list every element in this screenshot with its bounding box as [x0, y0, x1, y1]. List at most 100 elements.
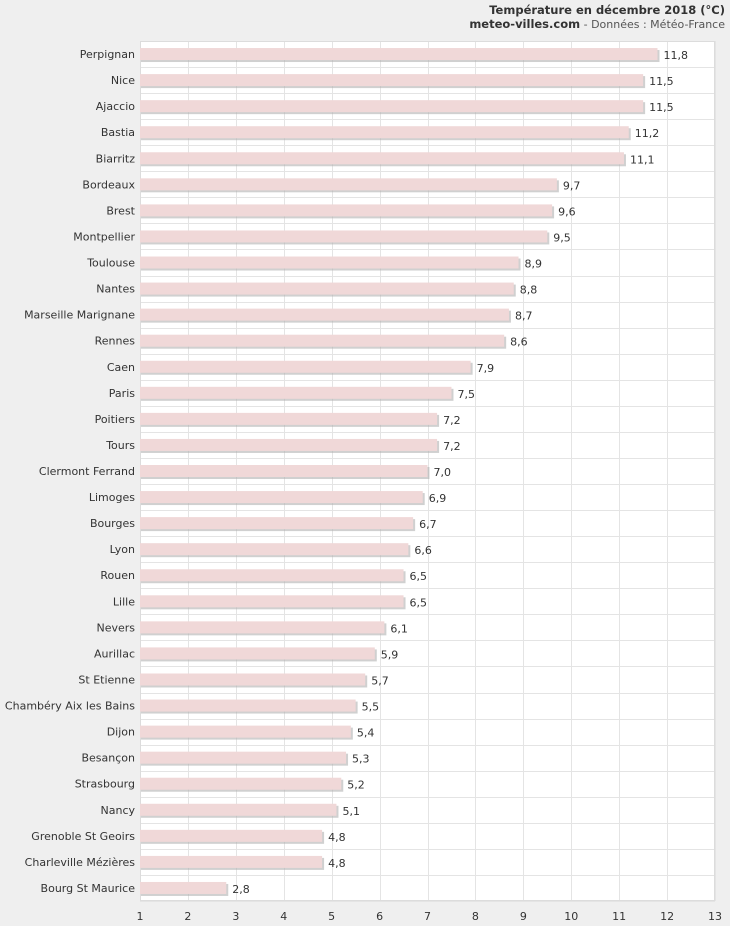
- bar: [140, 360, 471, 373]
- bar: [140, 282, 514, 295]
- x-tick-label: 10: [564, 910, 578, 923]
- value-label: 6,7: [419, 518, 437, 531]
- x-tick-label: 11: [612, 910, 626, 923]
- value-label: 11,5: [649, 101, 674, 114]
- category-label: Grenoble St Geoirs: [31, 830, 135, 843]
- data-source: - Données : Météo-France: [580, 18, 725, 31]
- x-tick-label: 6: [376, 910, 383, 923]
- category-label: Montpellier: [73, 230, 135, 243]
- bar: [140, 465, 428, 477]
- value-label: 7,5: [457, 388, 475, 401]
- bar: [140, 386, 452, 399]
- bar: [140, 438, 438, 451]
- category-label: Brest: [106, 204, 135, 217]
- x-tick-label: 3: [232, 910, 239, 923]
- x-tick-label: 9: [520, 910, 527, 923]
- value-label: 5,5: [362, 701, 380, 714]
- bar: [140, 647, 375, 660]
- value-label: 9,6: [558, 205, 576, 218]
- x-tick-label: 4: [280, 910, 287, 923]
- bar: [140, 517, 414, 530]
- bar: [140, 256, 519, 269]
- value-label: 6,5: [410, 570, 428, 583]
- value-label: 6,5: [410, 596, 428, 609]
- bar: [140, 725, 351, 738]
- category-label: Rouen: [100, 569, 135, 582]
- value-label: 7,9: [477, 362, 495, 375]
- category-label: Bourg St Maurice: [41, 882, 136, 895]
- value-label: 5,2: [347, 779, 365, 792]
- category-label: Nevers: [96, 621, 135, 634]
- bar: [140, 334, 505, 347]
- bar: [140, 491, 423, 504]
- x-tick-label: 8: [472, 910, 479, 923]
- value-label: 7,2: [443, 440, 461, 453]
- bar: [140, 569, 404, 582]
- category-label: Toulouse: [86, 257, 135, 270]
- value-label: 8,7: [515, 310, 533, 323]
- category-label: Limoges: [89, 491, 135, 504]
- category-label: Ajaccio: [96, 100, 135, 113]
- chart-subtitle: meteo-villes.com - Données : Météo-Franc…: [469, 17, 725, 31]
- x-tick-label: 1: [137, 910, 144, 923]
- bar: [140, 673, 366, 686]
- category-label: Paris: [109, 387, 135, 400]
- bar: [140, 803, 337, 816]
- category-label: Aurillac: [94, 647, 135, 660]
- x-tick-label: 7: [424, 910, 431, 923]
- category-label: Tours: [105, 439, 135, 452]
- x-tick-label: 13: [708, 910, 722, 923]
- value-label: 11,2: [635, 127, 660, 140]
- value-label: 4,8: [328, 857, 346, 870]
- category-label: Marseille Marignane: [24, 309, 135, 322]
- bar: [140, 178, 557, 191]
- category-label: Lyon: [110, 543, 135, 556]
- bar: [140, 829, 323, 842]
- bar: [140, 621, 385, 634]
- x-axis-ticks: 1 2 3 4 5 6 7 8 9 10 11 12 13: [137, 910, 723, 923]
- category-label: Charleville Mézières: [25, 856, 136, 869]
- value-label: 7,0: [434, 466, 452, 479]
- category-labels: Perpignan Nice Ajaccio Bastia Biarritz Bordea…: [5, 48, 136, 895]
- category-label: Poitiers: [95, 413, 136, 426]
- category-label: Lille: [113, 595, 135, 608]
- bars: [140, 48, 660, 896]
- bar: [140, 412, 438, 425]
- value-label: 9,7: [563, 179, 581, 192]
- category-label: Chambéry Aix les Bains: [5, 700, 135, 713]
- bar: [140, 126, 629, 139]
- bar: [140, 74, 644, 87]
- x-tick-label: 12: [660, 910, 674, 923]
- x-tick-label: 5: [328, 910, 335, 923]
- value-label: 6,6: [414, 544, 432, 557]
- category-label: St Etienne: [78, 673, 135, 686]
- bar: [140, 152, 624, 165]
- value-label: 11,8: [664, 49, 689, 62]
- bar: [140, 881, 227, 894]
- category-label: Nancy: [101, 804, 136, 817]
- bar: [140, 855, 323, 868]
- category-label: Bordeaux: [82, 178, 135, 191]
- bar: [140, 543, 409, 556]
- category-label: Nice: [111, 74, 135, 87]
- value-label: 8,8: [520, 284, 538, 297]
- category-label: Dijon: [107, 726, 135, 739]
- value-label: 5,9: [381, 648, 399, 661]
- value-label: 5,7: [371, 674, 389, 687]
- bar: [140, 595, 404, 608]
- category-label: Biarritz: [96, 152, 136, 165]
- value-label: 8,9: [525, 258, 543, 271]
- value-label: 4,8: [328, 831, 346, 844]
- value-label: 5,1: [342, 805, 360, 818]
- category-label: Strasbourg: [75, 778, 135, 791]
- value-label: 5,4: [357, 727, 375, 740]
- bar: [140, 100, 644, 113]
- category-label: Perpignan: [80, 48, 135, 61]
- category-label: Besançon: [81, 752, 135, 765]
- value-label: 2,8: [232, 883, 250, 896]
- value-label: 6,9: [429, 492, 447, 505]
- x-tick-label: 2: [184, 910, 191, 923]
- bar: [140, 204, 553, 217]
- category-label: Bourges: [90, 517, 135, 530]
